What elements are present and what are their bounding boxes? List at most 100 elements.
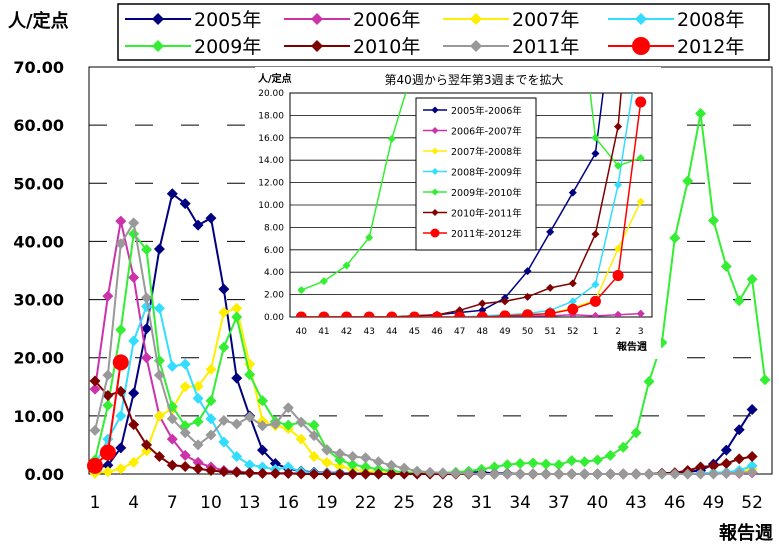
inset-data-point <box>523 267 532 276</box>
main-data-point <box>695 468 707 480</box>
inset-y-tick-label: 8.00 <box>264 223 284 233</box>
inset-series-5 <box>297 93 645 295</box>
inset-x-tick-label: 41 <box>318 327 329 337</box>
main-x-tick-label: 7 <box>167 493 178 513</box>
inset-y-tick-label: 4.00 <box>264 268 284 278</box>
main-data-point <box>89 424 101 436</box>
legend-label: 2005年 <box>194 9 261 31</box>
inset-x-tick-label: 40 <box>296 327 308 337</box>
main-x-tick-label: 28 <box>432 493 454 513</box>
main-data-point <box>205 363 217 375</box>
main-data-point <box>385 468 397 480</box>
inset-legend-label: 2010年-2011年 <box>451 208 522 220</box>
main-data-point <box>166 413 178 425</box>
main-data-point <box>308 468 320 480</box>
main-data-point <box>617 441 629 453</box>
main-data-point <box>527 457 539 469</box>
main-data-point <box>153 410 165 422</box>
main-data-point <box>141 439 153 451</box>
inset-x-tick-label: 1 <box>593 327 599 337</box>
main-data-point <box>720 467 732 479</box>
main-x-tick-label: 1 <box>90 493 101 513</box>
main-data-point <box>424 466 436 478</box>
main-data-point <box>682 468 694 480</box>
main-data-point <box>231 302 243 314</box>
main-data-point <box>128 217 140 229</box>
main-data-point <box>566 455 578 467</box>
main-data-point <box>308 419 320 431</box>
main-data-point <box>128 335 140 347</box>
main-chart: 0.0010.0020.0030.0040.0050.0060.0070.001… <box>8 10 773 544</box>
inset-data-point <box>591 133 600 142</box>
inset-data-point <box>341 311 353 317</box>
main-legend: 2005年 2006年 2007年 2008年 2009年 2010年 2011年 2012年 <box>117 3 770 61</box>
main-data-point <box>540 458 552 470</box>
main-series-8 <box>87 354 129 474</box>
main-data-point <box>141 292 153 304</box>
main-data-point <box>733 453 745 465</box>
main-data-point <box>295 416 307 428</box>
main-data-point <box>244 369 256 381</box>
main-data-point <box>759 374 771 386</box>
main-x-tick-label: 37 <box>548 493 570 513</box>
main-data-point <box>218 283 230 295</box>
main-data-point <box>102 290 114 302</box>
main-data-point <box>643 468 655 480</box>
inset-data-point <box>319 277 328 286</box>
main-data-point <box>115 238 127 250</box>
inset-series-line <box>301 93 622 317</box>
main-data-point <box>707 468 719 480</box>
inset-y-tick-label: 18.00 <box>258 111 284 121</box>
main-data-point <box>385 459 397 471</box>
main-y-axis-label: 人/定点 <box>8 10 69 32</box>
main-data-point <box>566 468 578 480</box>
main-data-point <box>115 410 127 422</box>
main-data-point <box>269 467 281 479</box>
main-data-point <box>102 369 114 381</box>
main-data-point <box>527 468 539 480</box>
inset-data-point <box>614 161 623 170</box>
main-data-point <box>746 466 758 478</box>
inset-x-tick-label: 52 <box>567 327 578 337</box>
main-data-point <box>102 466 114 478</box>
legend-marker <box>152 13 164 25</box>
main-data-point <box>128 419 140 431</box>
inset-legend-marker <box>431 127 439 134</box>
main-data-point <box>257 444 268 456</box>
inset-data-point <box>318 311 330 317</box>
inset-data-point <box>612 270 624 282</box>
main-data-point <box>372 456 384 468</box>
inset-data-point <box>614 244 623 253</box>
main-data-point <box>141 352 153 364</box>
inset-x-tick-label: 45 <box>409 327 420 337</box>
main-data-point <box>192 439 204 451</box>
inset-y-tick-label: 12.00 <box>258 179 284 189</box>
main-x-tick-label: 22 <box>355 493 377 513</box>
inset-data-point <box>568 297 577 306</box>
main-data-point <box>153 369 165 381</box>
main-x-tick-label: 10 <box>200 493 222 513</box>
inset-legend-marker <box>431 147 439 155</box>
main-data-point <box>99 444 116 461</box>
inset-legend-label: 2011年-2012年 <box>451 228 522 240</box>
main-data-point <box>579 456 591 468</box>
main-data-point <box>553 468 565 480</box>
inset-legend-label: 2008年-2009年 <box>451 167 522 179</box>
main-series-7 <box>89 217 758 480</box>
inset-data-point <box>614 122 623 131</box>
main-data-point <box>321 468 333 480</box>
main-series-line <box>94 220 753 475</box>
main-data-point <box>295 433 307 445</box>
main-y-tick-label: 40.00 <box>13 232 64 251</box>
inset-data-point <box>454 311 466 317</box>
main-data-point <box>746 403 758 415</box>
main-data-point <box>720 444 732 456</box>
main-data-point <box>205 395 217 407</box>
inset-data-point <box>591 311 600 317</box>
inset-data-point <box>614 310 623 317</box>
inset-y-tick-label: 0.00 <box>264 313 284 323</box>
inset-data-point <box>568 279 577 288</box>
main-data-point <box>282 461 294 473</box>
main-data-point <box>128 271 140 283</box>
